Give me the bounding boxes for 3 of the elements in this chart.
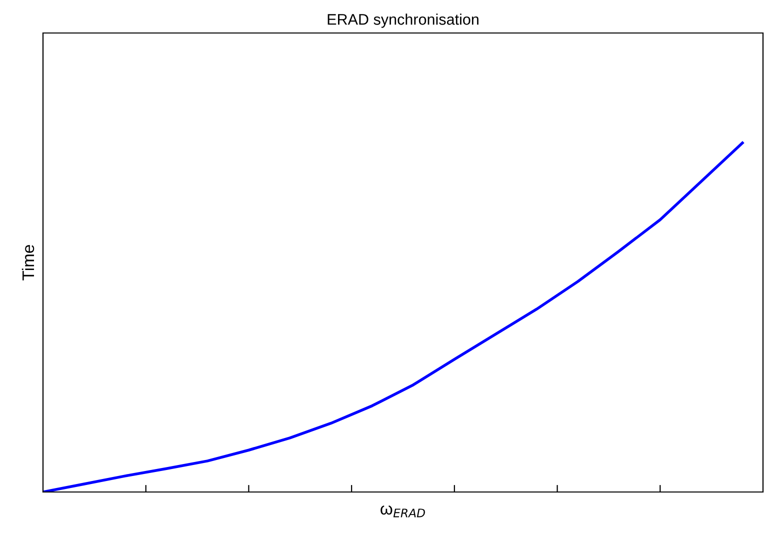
y-axis-title: Time <box>22 245 34 280</box>
x-axis-title: ω$_{ERAD}$ <box>380 505 425 518</box>
chart-title: ERAD synchronisation <box>328 14 478 28</box>
